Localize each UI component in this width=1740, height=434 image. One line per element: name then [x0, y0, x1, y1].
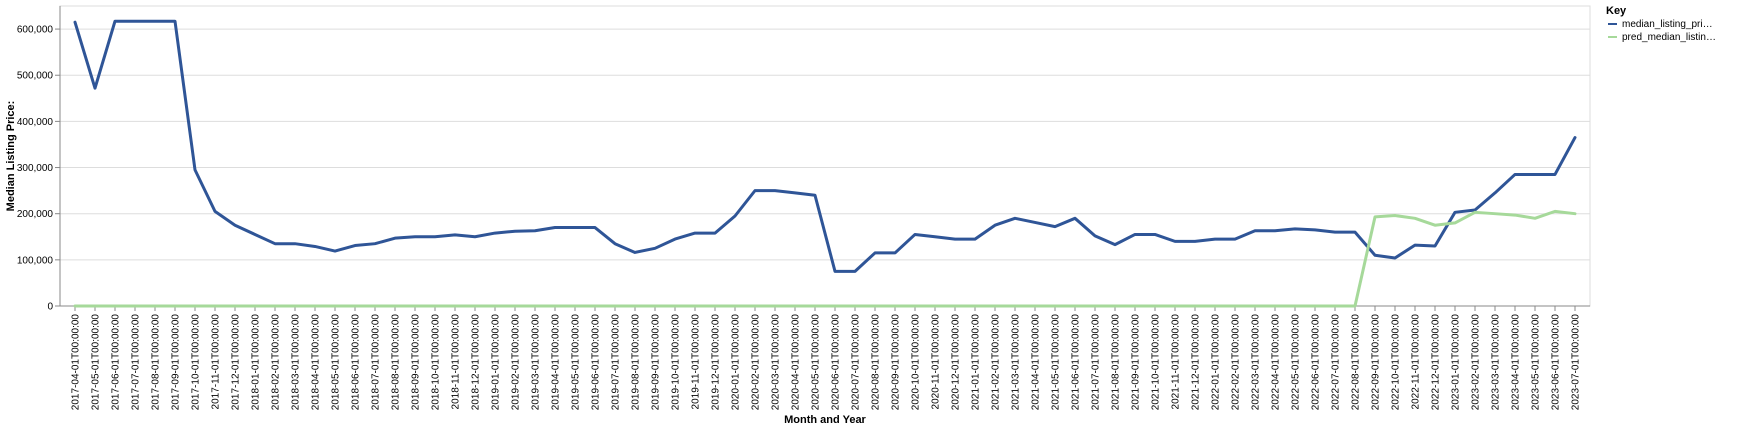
legend-label: pred_median_listin… — [1622, 32, 1716, 43]
x-tick-label: 2017-08-01T00:00:00 — [151, 314, 162, 411]
x-tick-label: 2018-11-01T00:00:00 — [451, 314, 462, 410]
series-line-pred_median_listing_price — [73, 209, 1577, 308]
x-tick-label: 2022-05-01T00:00:00 — [1291, 314, 1302, 411]
x-tick-label: 2019-08-01T00:00:00 — [631, 314, 642, 411]
x-tick-label: 2020-11-01T00:00:00 — [931, 314, 942, 410]
x-tick-label: 2023-03-01T00:00:00 — [1491, 314, 1502, 411]
x-tick-label: 2019-02-01T00:00:00 — [511, 314, 522, 411]
x-tick-label: 2017-06-01T00:00:00 — [111, 314, 122, 411]
legend-label: median_listing_pri… — [1622, 19, 1713, 30]
x-tick-label: 2018-01-01T00:00:00 — [251, 314, 262, 411]
x-tick-label: 2021-03-01T00:00:00 — [1011, 314, 1022, 411]
x-tick-label: 2021-12-01T00:00:00 — [1191, 314, 1202, 411]
x-tick-label: 2021-10-01T00:00:00 — [1151, 314, 1162, 411]
plot-frame — [59, 5, 1591, 307]
y-tick-label: 0 — [47, 302, 53, 313]
x-tick-label: 2021-06-01T00:00:00 — [1071, 314, 1082, 411]
x-tick-label: 2023-04-01T00:00:00 — [1511, 314, 1522, 411]
y-tick-label: 300,000 — [17, 163, 54, 174]
x-tick-label: 2023-05-01T00:00:00 — [1531, 314, 1542, 411]
x-tick-label: 2018-04-01T00:00:00 — [311, 314, 322, 411]
series-lines — [73, 19, 1577, 308]
y-tick-label: 500,000 — [17, 71, 54, 82]
x-tick-label: 2018-12-01T00:00:00 — [471, 314, 482, 411]
x-tick-label: 2019-01-01T00:00:00 — [491, 314, 502, 411]
x-tick-label: 2020-12-01T00:00:00 — [951, 314, 962, 411]
y-tick-label: 400,000 — [17, 117, 54, 128]
x-tick-label: 2022-09-01T00:00:00 — [1371, 314, 1382, 411]
y-tick-label: 100,000 — [17, 255, 54, 266]
x-tick-label: 2022-08-01T00:00:00 — [1351, 314, 1362, 411]
x-tick-label: 2022-07-01T00:00:00 — [1331, 314, 1342, 411]
x-tick-label: 2018-09-01T00:00:00 — [411, 314, 422, 411]
x-tick-label: 2019-07-01T00:00:00 — [611, 314, 622, 411]
x-tick-label: 2020-09-01T00:00:00 — [891, 314, 902, 411]
x-tick-label: 2023-07-01T00:00:00 — [1571, 314, 1582, 411]
x-tick-label: 2020-06-01T00:00:00 — [831, 314, 842, 411]
x-tick-label: 2017-10-01T00:00:00 — [191, 314, 202, 411]
legend-title: Key — [1606, 5, 1627, 17]
axes: 0 100,000 200,000 300,000 400,000 500,000 600,… — [17, 6, 1590, 410]
x-tick-label: 2020-03-01T00:00:00 — [771, 314, 782, 411]
x-tick-label: 2022-03-01T00:00:00 — [1251, 314, 1262, 411]
x-tick-label: 2017-09-01T00:00:00 — [171, 314, 182, 411]
x-tick-label: 2023-02-01T00:00:00 — [1471, 314, 1482, 411]
x-tick-label: 2020-04-01T00:00:00 — [791, 314, 802, 411]
x-tick-label: 2022-10-01T00:00:00 — [1391, 314, 1402, 411]
x-tick-label: 2019-06-01T00:00:00 — [591, 314, 602, 411]
x-tick-label: 2020-07-01T00:00:00 — [851, 314, 862, 411]
x-tick-label: 2022-01-01T00:00:00 — [1211, 314, 1222, 411]
x-tick-label: 2023-01-01T00:00:00 — [1451, 314, 1462, 411]
x-tick-label: 2021-01-01T00:00:00 — [971, 314, 982, 411]
x-tick-label: 2018-03-01T00:00:00 — [291, 314, 302, 411]
x-tick-label: 2022-04-01T00:00:00 — [1271, 314, 1282, 411]
x-tick-label: 2019-10-01T00:00:00 — [671, 314, 682, 411]
x-tick-label: 2021-05-01T00:00:00 — [1051, 314, 1062, 411]
y-tick-label: 200,000 — [17, 209, 54, 220]
x-tick-label: 2020-01-01T00:00:00 — [731, 314, 742, 411]
x-tick-label: 2021-04-01T00:00:00 — [1031, 314, 1042, 411]
x-tick-label: 2022-12-01T00:00:00 — [1431, 314, 1442, 411]
x-tick-label: 2019-03-01T00:00:00 — [531, 314, 542, 411]
x-tick-label: 2018-06-01T00:00:00 — [351, 314, 362, 411]
x-tick-label: 2018-08-01T00:00:00 — [391, 314, 402, 411]
x-tick-label: 2021-11-01T00:00:00 — [1171, 314, 1182, 410]
x-tick-label: 2017-12-01T00:00:00 — [231, 314, 242, 411]
x-tick-label: 2017-11-01T00:00:00 — [211, 314, 222, 410]
legend: Key median_listing_pri… pred_median_listi… — [1606, 5, 1716, 43]
x-tick-label: 2018-02-01T00:00:00 — [271, 314, 282, 411]
x-tick-label: 2022-11-01T00:00:00 — [1411, 314, 1422, 410]
gridlines — [59, 5, 1591, 307]
x-tick-label: 2018-05-01T00:00:00 — [331, 314, 342, 411]
x-tick-label: 2023-06-01T00:00:00 — [1551, 314, 1562, 411]
x-tick-label: 2019-09-01T00:00:00 — [651, 314, 662, 411]
x-tick-label: 2021-07-01T00:00:00 — [1091, 314, 1102, 411]
x-tick-label: 2017-05-01T00:00:00 — [91, 314, 102, 411]
y-tick-label: 600,000 — [17, 25, 54, 36]
x-tick-label: 2020-05-01T00:00:00 — [811, 314, 822, 411]
x-tick-label: 2019-04-01T00:00:00 — [551, 314, 562, 411]
x-tick-label: 2020-02-01T00:00:00 — [751, 314, 762, 411]
x-tick-label: 2021-09-01T00:00:00 — [1131, 314, 1142, 411]
x-tick-label: 2020-08-01T00:00:00 — [871, 314, 882, 411]
x-tick-label: 2020-10-01T00:00:00 — [911, 314, 922, 411]
x-tick-label: 2021-08-01T00:00:00 — [1111, 314, 1122, 411]
series-line-median_listing_price — [73, 19, 1577, 273]
x-axis-title: Month and Year — [784, 414, 866, 426]
x-tick-label: 2021-02-01T00:00:00 — [991, 314, 1002, 411]
x-tick-label: 2018-07-01T00:00:00 — [371, 314, 382, 411]
x-tick-label: 2019-11-01T00:00:00 — [691, 314, 702, 410]
x-tick-label: 2017-04-01T00:00:00 — [71, 314, 82, 411]
x-tick-label: 2017-07-01T00:00:00 — [131, 314, 142, 411]
x-tick-label: 2022-06-01T00:00:00 — [1311, 314, 1322, 411]
x-tick-label: 2019-12-01T00:00:00 — [711, 314, 722, 411]
x-tick-label: 2019-05-01T00:00:00 — [571, 314, 582, 411]
x-tick-label: 2018-10-01T00:00:00 — [431, 314, 442, 411]
y-axis-title: Median Listing Price: — [5, 101, 17, 212]
x-tick-label: 2022-02-01T00:00:00 — [1231, 314, 1242, 411]
